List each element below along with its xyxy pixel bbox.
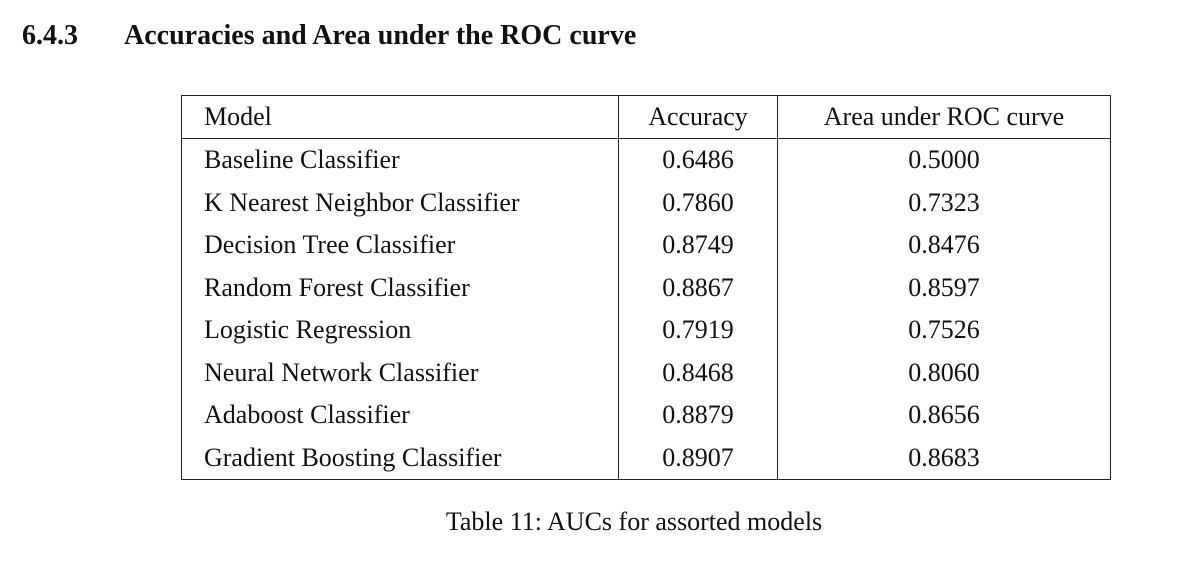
cell-auc: 0.7526: [777, 309, 1111, 352]
cell-auc: 0.7323: [777, 181, 1111, 224]
cell-model: Neural Network Classifier: [181, 351, 619, 394]
section-heading: 6.4.3 Accuracies and Area under the ROC c…: [22, 18, 636, 54]
cell-model: Baseline Classifier: [181, 138, 619, 182]
cell-model: Logistic Regression: [181, 309, 619, 352]
cell-accuracy: 0.8867: [618, 266, 778, 309]
table-row: Logistic Regression 0.7919 0.7526: [181, 309, 1111, 352]
table-row: Decision Tree Classifier 0.8749 0.8476: [181, 224, 1111, 267]
table-row: Neural Network Classifier 0.8468 0.8060: [181, 351, 1111, 394]
cell-accuracy: 0.7860: [618, 181, 778, 224]
cell-accuracy: 0.8468: [618, 351, 778, 394]
cell-auc: 0.8597: [777, 266, 1111, 309]
cell-auc: 0.8476: [777, 224, 1111, 267]
header-auc: Area under ROC curve: [777, 95, 1111, 139]
table-row: Gradient Boosting Classifier 0.8907 0.86…: [181, 436, 1111, 480]
cell-model: Random Forest Classifier: [181, 266, 619, 309]
table-header-row: Model Accuracy Area under ROC curve: [181, 95, 1111, 139]
cell-auc: 0.5000: [777, 138, 1111, 182]
cell-auc: 0.8656: [777, 394, 1111, 437]
section-number: 6.4.3: [22, 20, 78, 51]
cell-model: Gradient Boosting Classifier: [181, 436, 619, 480]
cell-model: K Nearest Neighbor Classifier: [181, 181, 619, 224]
table-row: K Nearest Neighbor Classifier 0.7860 0.7…: [181, 181, 1111, 224]
section-title: Accuracies and Area under the ROC curve: [124, 20, 637, 51]
table-row: Random Forest Classifier 0.8867 0.8597: [181, 266, 1111, 309]
cell-model: Decision Tree Classifier: [181, 224, 619, 267]
table-caption: Table 11: AUCs for assorted models: [445, 507, 823, 536]
cell-accuracy: 0.6486: [618, 138, 778, 182]
results-table: Model Accuracy Area under ROC curve Base…: [181, 95, 1111, 480]
cell-accuracy: 0.7919: [618, 309, 778, 352]
cell-auc: 0.8683: [777, 436, 1111, 480]
header-model: Model: [181, 95, 619, 139]
cell-model: Adaboost Classifier: [181, 394, 619, 437]
header-accuracy: Accuracy: [618, 95, 778, 139]
cell-accuracy: 0.8879: [618, 394, 778, 437]
cell-accuracy: 0.8749: [618, 224, 778, 267]
table-row: Baseline Classifier 0.6486 0.5000: [181, 138, 1111, 182]
cell-auc: 0.8060: [777, 351, 1111, 394]
table-row: Adaboost Classifier 0.8879 0.8656: [181, 394, 1111, 437]
cell-accuracy: 0.8907: [618, 436, 778, 480]
